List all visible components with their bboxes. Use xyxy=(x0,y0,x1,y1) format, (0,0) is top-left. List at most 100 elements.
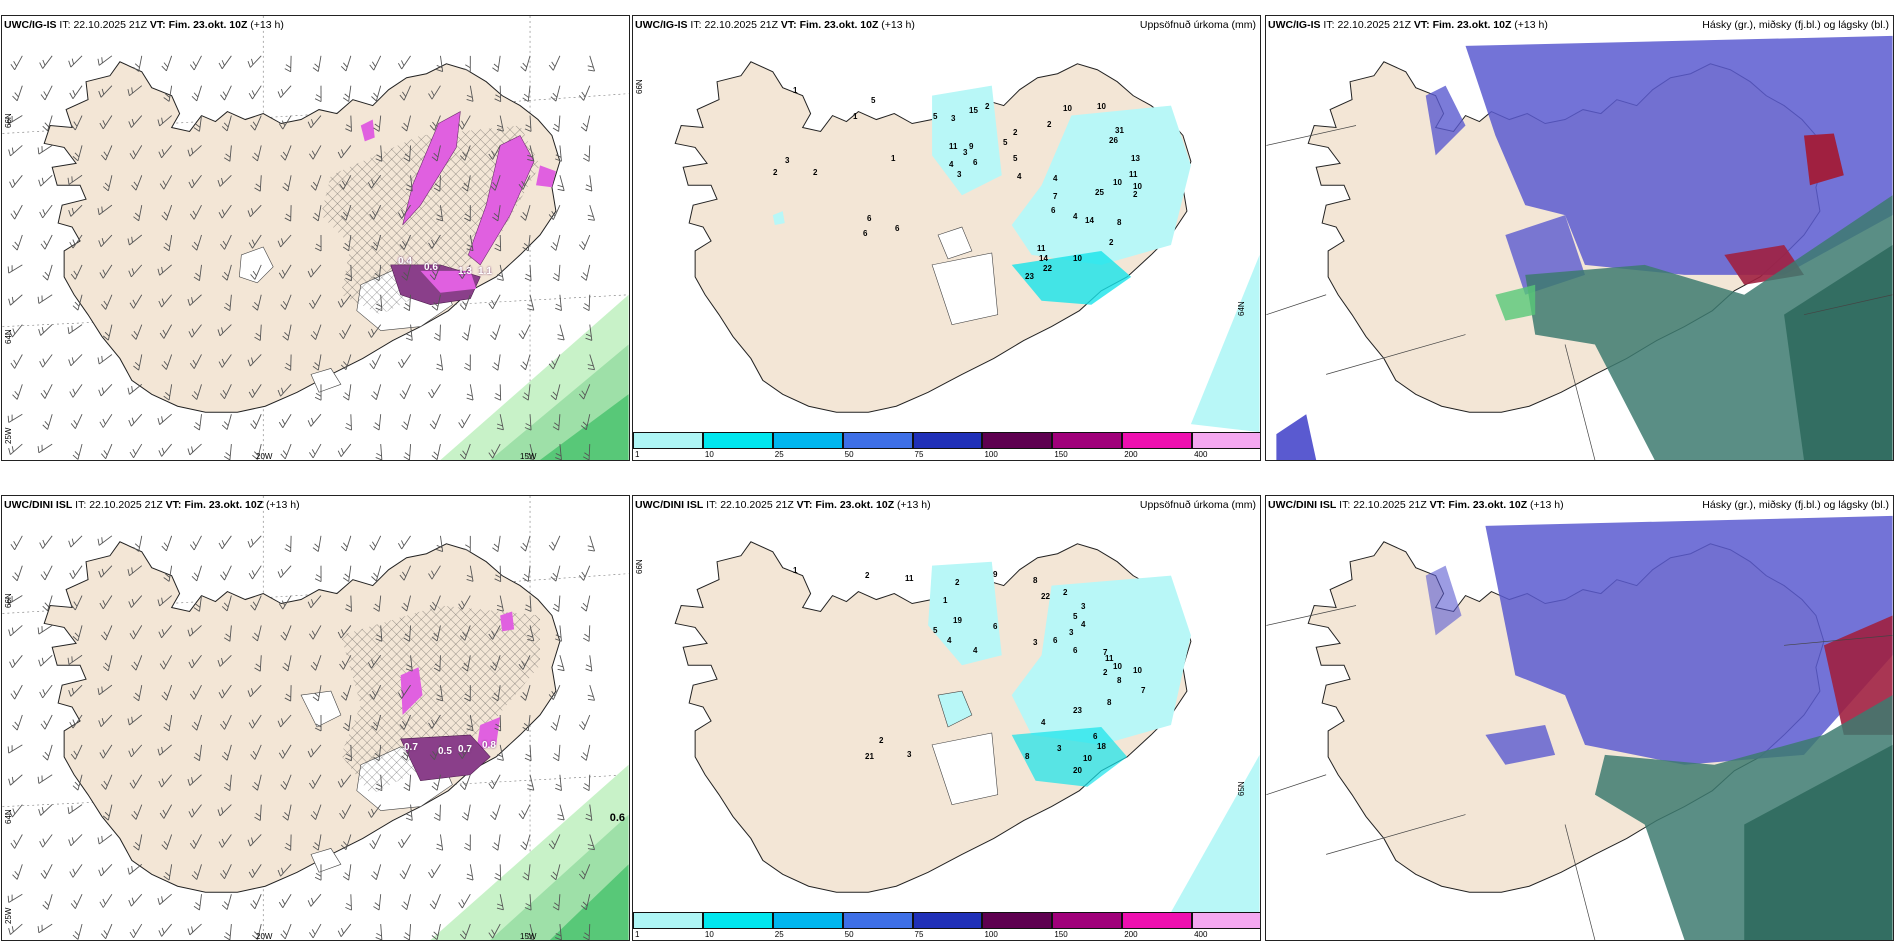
wind-barb xyxy=(188,532,202,551)
colorbar-label: 1 xyxy=(635,450,640,459)
wind-map-top xyxy=(2,16,629,460)
wind-barb xyxy=(577,232,591,251)
wind-barb xyxy=(39,711,53,730)
wind-barb xyxy=(370,382,382,401)
wind-value: 0.8 xyxy=(482,740,496,751)
colorbar-segment xyxy=(1192,432,1260,449)
wind-barb xyxy=(339,53,352,72)
wind-barb xyxy=(552,743,561,762)
wind-barb xyxy=(370,862,382,881)
colorbar-label: 200 xyxy=(1124,450,1138,459)
precip-value: 10 xyxy=(1083,754,1092,763)
wind-barb xyxy=(67,380,83,398)
edge-value: 0.6 xyxy=(609,812,625,824)
wind-barb xyxy=(489,802,501,821)
wind-barb xyxy=(39,861,53,880)
wind-barb xyxy=(5,259,23,274)
wind-barb xyxy=(218,562,232,581)
precip-value: 6 xyxy=(1073,646,1078,655)
precip-value: 6 xyxy=(867,214,872,223)
wind-barb xyxy=(583,654,593,673)
precip-value: 23 xyxy=(1073,706,1082,715)
wind-barb xyxy=(463,354,471,371)
wind-barb xyxy=(66,829,83,847)
wind-barb xyxy=(493,383,502,401)
panel-wind-bottom: UWC/DINI ISL IT: 22.10.2025 21Z VT: Fim.… xyxy=(1,495,630,941)
wind-barb xyxy=(245,531,262,548)
wind-barb xyxy=(35,769,53,784)
wind-barb xyxy=(35,289,53,304)
precip-value: 22 xyxy=(1041,592,1050,601)
wind-barb xyxy=(314,565,322,583)
precip-value: 11 xyxy=(905,574,914,583)
wind-barb xyxy=(8,681,23,700)
wind-barb xyxy=(463,55,471,73)
wind-barb xyxy=(160,53,173,72)
precip-value: 11 xyxy=(949,142,958,151)
wind-barb xyxy=(342,84,352,102)
wind-value: 0.4 xyxy=(398,256,412,267)
precip-value: 6 xyxy=(863,229,868,238)
colorbar-segment xyxy=(842,912,913,929)
precip-value: 5 xyxy=(871,96,876,105)
wind-barb xyxy=(305,889,322,907)
lon-label-20w: 20W xyxy=(256,452,273,461)
wind-barb xyxy=(523,744,532,762)
wind-barb xyxy=(247,561,262,580)
wind-barb xyxy=(553,294,562,312)
wind-barb xyxy=(41,412,53,430)
wind-barb xyxy=(41,262,53,281)
wind-barb xyxy=(8,351,23,369)
precip-value: 10 xyxy=(1097,102,1106,111)
wind-barb xyxy=(95,829,113,845)
precip-value: 1 xyxy=(943,596,948,605)
wind-barb xyxy=(583,174,593,193)
wind-barb xyxy=(5,888,23,903)
precip-value: 10 xyxy=(1063,104,1072,113)
precip-value: 2 xyxy=(1013,128,1018,137)
wind-barb xyxy=(582,624,591,642)
wind-barb xyxy=(8,532,23,551)
precip-value: 2 xyxy=(865,571,870,580)
wind-barb xyxy=(96,379,113,397)
wind-barb xyxy=(547,52,561,71)
colorbar-segment xyxy=(1192,912,1260,929)
colorbar-label: 200 xyxy=(1124,930,1138,939)
wind-barb xyxy=(396,532,412,550)
wind-barb xyxy=(126,409,143,427)
wind-barb xyxy=(5,620,23,637)
wind-barb xyxy=(41,892,53,910)
wind-barb xyxy=(335,919,352,938)
colorbar-label: 25 xyxy=(774,450,784,459)
precip-value: 23 xyxy=(1025,272,1034,281)
cloud-title: Hásky (gr.), miðsky (fj.bl.) og lágsky (… xyxy=(1702,19,1889,31)
wind-barb xyxy=(553,654,565,673)
wind-barb xyxy=(428,411,441,430)
precip-value: 2 xyxy=(879,736,884,745)
colorbar-segment xyxy=(1052,912,1123,929)
colorbar-segment xyxy=(912,432,983,449)
wind-barb xyxy=(398,861,412,880)
wind-barb xyxy=(37,201,53,219)
colorbar-label: 100 xyxy=(984,930,998,939)
wind-barb xyxy=(190,83,202,102)
wind-barb xyxy=(37,350,53,368)
precip-value: 3 xyxy=(785,156,790,165)
precip-value: 2 xyxy=(773,168,778,177)
colorbar-label: 1 xyxy=(635,930,640,939)
wind-barb xyxy=(314,85,322,103)
lat-label-66: 66N xyxy=(635,559,644,574)
precip-value: 1 xyxy=(891,154,896,163)
cloud-map-bottom xyxy=(1266,515,1893,940)
wind-barb xyxy=(5,739,23,754)
precip-value: 5 xyxy=(1013,154,1018,163)
wind-barb xyxy=(463,383,474,402)
wind-barb xyxy=(307,440,322,459)
wind-barb xyxy=(8,201,23,220)
wind-barb xyxy=(216,51,232,70)
precip-value: 2 xyxy=(1133,190,1138,199)
precip-value: 10 xyxy=(1113,662,1122,671)
panel-header: UWC/IG-IS IT: 22.10.2025 21Z VT: Fim. 23… xyxy=(4,19,284,31)
lat-label-64: 64N xyxy=(4,329,13,344)
precip-value: 2 xyxy=(1103,668,1108,677)
